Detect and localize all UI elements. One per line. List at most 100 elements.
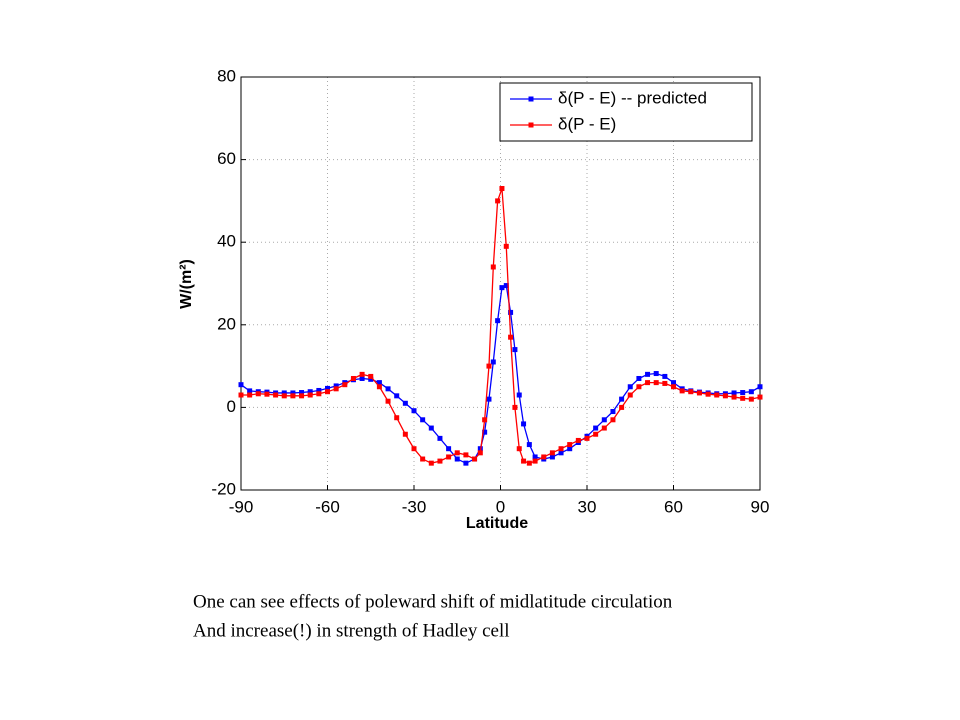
data-point [731, 390, 737, 396]
data-point [662, 380, 668, 386]
data-point [446, 454, 452, 460]
data-point [385, 386, 391, 392]
data-point [757, 384, 763, 390]
data-point [521, 421, 527, 427]
y-axis-label: W/(m²) [178, 259, 195, 309]
plot-frame [240, 76, 761, 491]
data-point [482, 429, 488, 435]
data-point [512, 347, 518, 353]
data-point [495, 198, 501, 204]
data-point [521, 458, 527, 464]
data-point [264, 391, 270, 397]
data-point [558, 446, 564, 452]
data-point [636, 375, 642, 381]
data-point [705, 391, 711, 397]
data-point [463, 460, 469, 466]
data-point [376, 384, 382, 390]
data-point [238, 382, 244, 388]
data-point [679, 388, 685, 394]
data-point [740, 390, 746, 396]
data-point [645, 371, 651, 377]
data-point [748, 389, 754, 395]
y-tick-label: 0 [227, 397, 236, 416]
data-point [671, 380, 676, 386]
data-point [238, 392, 244, 398]
caption-line: And increase(!) in strength of Hadley ce… [193, 620, 510, 641]
data-point [593, 425, 599, 431]
data-point [273, 392, 279, 398]
data-point [359, 371, 365, 377]
data-point [508, 334, 514, 340]
data-point [368, 376, 374, 382]
x-tick-label: 90 [751, 497, 770, 516]
data-point [454, 450, 460, 456]
data-point [575, 437, 581, 443]
data-point [394, 415, 400, 421]
data-point [532, 454, 538, 460]
data-point [482, 417, 488, 423]
data-point [281, 390, 287, 396]
data-point [549, 454, 555, 460]
data-point [748, 396, 754, 402]
data-point [411, 446, 417, 452]
data-point [627, 392, 633, 398]
x-tick-label: 30 [578, 497, 597, 516]
data-point [290, 393, 296, 399]
data-point [454, 456, 460, 462]
data-point [662, 373, 668, 379]
data-point [526, 442, 532, 448]
y-tick-label: 40 [217, 232, 236, 251]
data-point [420, 417, 426, 423]
data-point [486, 363, 492, 369]
data-point [333, 383, 339, 389]
data-point [402, 400, 408, 406]
data-point [499, 285, 505, 291]
data-point [472, 456, 478, 462]
data-point [731, 394, 737, 400]
legend-label: δ(P - E) [558, 114, 616, 133]
data-point [411, 408, 417, 414]
data-point [610, 417, 616, 423]
data-point [503, 283, 509, 289]
data-point [696, 390, 702, 396]
data-point [446, 446, 452, 452]
data-point [714, 392, 720, 398]
data-point [299, 393, 305, 399]
x-axis-label: Latitude [466, 515, 528, 532]
data-point [428, 460, 434, 466]
data-point [325, 389, 330, 395]
legend-box [499, 82, 753, 142]
data-point [593, 431, 599, 437]
data-point [299, 390, 305, 396]
data-point [567, 446, 573, 452]
data-point [722, 393, 728, 399]
x-tick-label: 60 [664, 497, 683, 516]
data-point [549, 450, 555, 456]
data-point [281, 393, 287, 399]
data-point [601, 417, 607, 423]
data-point [385, 398, 391, 404]
data-point [627, 384, 633, 390]
data-point [503, 243, 509, 249]
data-point [516, 446, 522, 452]
data-point [420, 456, 426, 462]
data-point [255, 391, 261, 397]
data-point [516, 392, 522, 398]
data-point [757, 394, 763, 400]
data-point [486, 396, 492, 402]
x-tick-label: 0 [496, 497, 505, 516]
x-tick-label: -90 [229, 497, 254, 516]
data-point [499, 186, 505, 192]
data-point [490, 264, 496, 270]
data-point [437, 458, 443, 464]
data-point [316, 391, 322, 397]
y-tick-label: -20 [211, 479, 236, 498]
legend-marker [528, 96, 534, 102]
data-point [316, 387, 322, 393]
y-tick-label: 80 [217, 66, 236, 85]
data-point [428, 425, 434, 431]
data-point [495, 318, 501, 324]
data-point [532, 458, 538, 464]
data-point [463, 452, 469, 458]
x-tick-label: -60 [315, 497, 340, 516]
